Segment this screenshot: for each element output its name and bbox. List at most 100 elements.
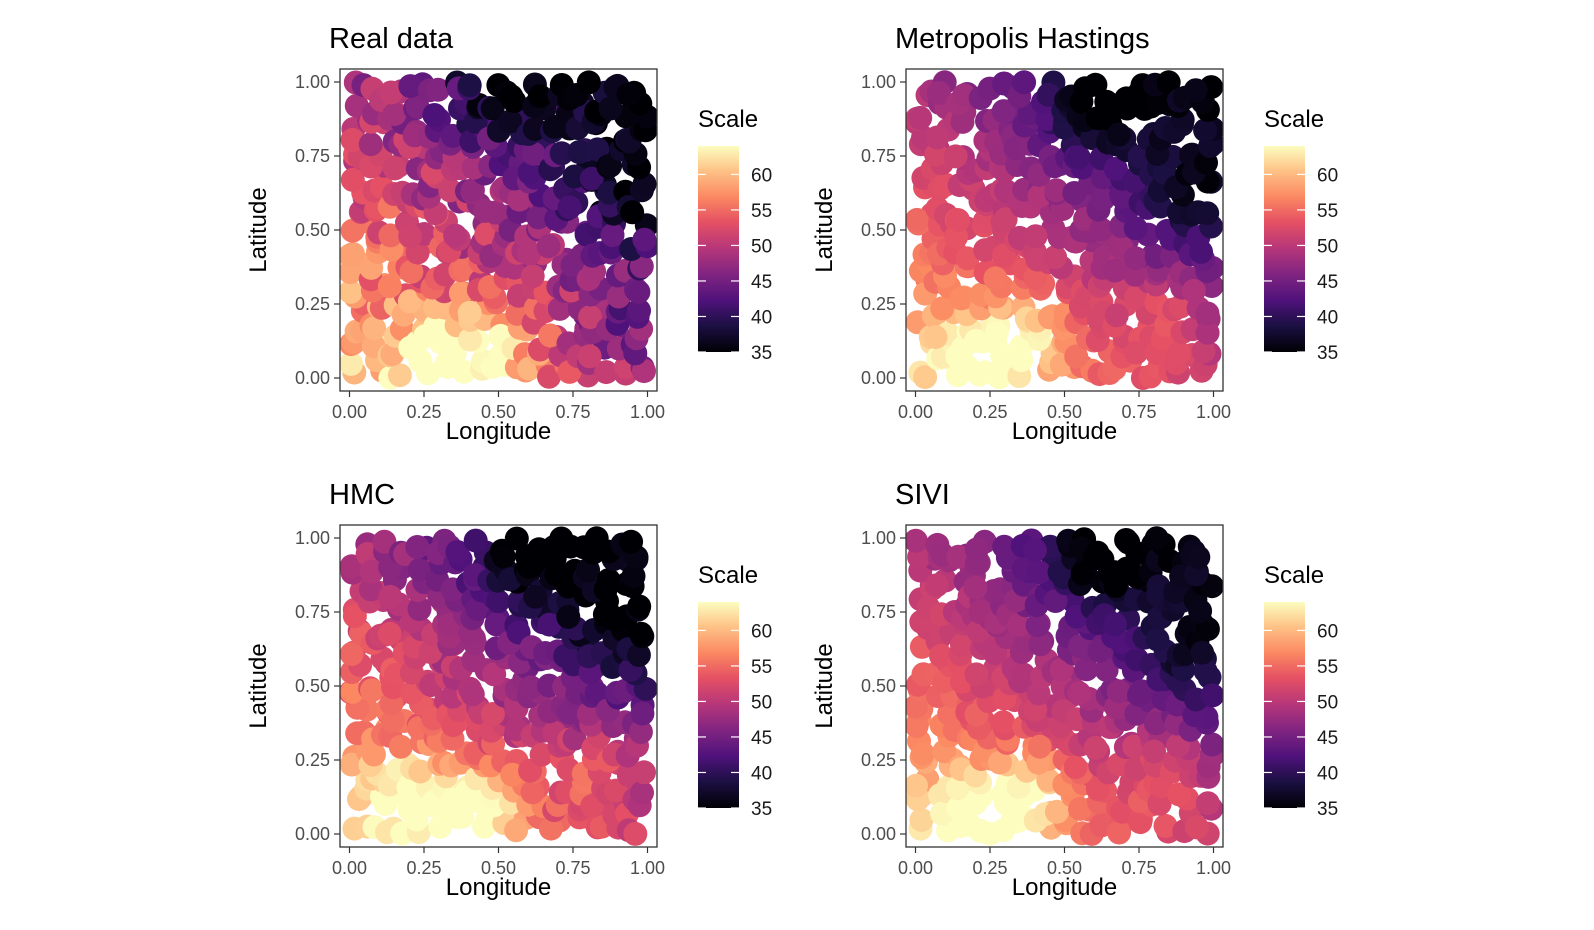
data-point (482, 662, 507, 687)
data-point (1122, 734, 1147, 759)
data-point (621, 564, 646, 589)
data-point (991, 710, 1016, 735)
legend-tick-label: 40 (751, 307, 772, 328)
y-tick-label: 1.00 (295, 528, 330, 548)
data-point (1110, 799, 1135, 824)
legend-tick-label: 40 (751, 763, 772, 784)
x-tick-label: 0.75 (1121, 402, 1156, 422)
legend-tick-label: 55 (751, 201, 772, 222)
legend-title: Scale (1264, 562, 1324, 589)
data-point (1104, 303, 1129, 328)
data-point (946, 208, 970, 233)
data-point (946, 544, 971, 569)
color-legend: Scale 35 40 45 50 55 60 (698, 106, 772, 364)
data-point (517, 554, 541, 579)
data-point (1064, 344, 1089, 369)
data-point (558, 534, 583, 559)
data-point (1026, 560, 1051, 585)
data-point (399, 259, 424, 284)
data-point (1195, 617, 1220, 641)
data-point (537, 364, 561, 389)
data-point (388, 734, 413, 759)
data-point (377, 274, 402, 299)
data-point (1153, 813, 1178, 838)
data-point (983, 266, 1008, 291)
data-point (987, 365, 1012, 390)
data-point (1167, 782, 1192, 807)
data-point (457, 73, 482, 98)
data-point (519, 675, 543, 700)
data-point (377, 621, 402, 646)
data-point (1043, 589, 1068, 613)
data-point (945, 344, 970, 369)
data-point (630, 780, 654, 805)
y-axis-label: Latitude (245, 643, 272, 728)
colorbar (1264, 146, 1305, 352)
data-point (1168, 294, 1193, 319)
data-point (1190, 640, 1215, 665)
data-point (1068, 796, 1092, 821)
data-point (360, 678, 384, 703)
y-tick-label: 0.00 (295, 824, 330, 844)
data-point (616, 82, 641, 107)
x-tick-label: 1.00 (630, 402, 665, 422)
data-point (945, 776, 970, 801)
panel-title: Metropolis Hastings (895, 23, 1150, 55)
data-point (1028, 632, 1053, 657)
data-point (632, 760, 656, 785)
data-point (523, 584, 548, 609)
data-point (445, 540, 470, 564)
data-point (963, 791, 988, 816)
legend-tick-label: 60 (751, 165, 772, 186)
data-point (1005, 802, 1030, 827)
panel-2: Metropolis Hastings 0.00 0.25 0.50 0.75 1.00 0… (811, 23, 1338, 445)
data-point (517, 160, 542, 185)
x-tick-label: 1.00 (1196, 402, 1231, 422)
data-point (984, 321, 1009, 346)
data-point (632, 359, 656, 384)
color-legend: Scale 35 40 45 50 55 60 (698, 562, 772, 820)
y-tick-label: 0.25 (861, 294, 896, 314)
data-point (521, 141, 546, 166)
data-point (906, 528, 928, 553)
x-tick-label: 0.00 (332, 402, 367, 422)
data-point (964, 662, 989, 687)
data-point (556, 604, 581, 629)
data-point (963, 575, 988, 600)
data-point (1181, 278, 1206, 303)
data-point (498, 109, 523, 134)
data-point (423, 314, 448, 339)
data-point (1011, 662, 1036, 687)
legend-tick-label: 45 (1317, 272, 1338, 293)
data-point (378, 223, 403, 248)
data-point (1083, 72, 1108, 97)
data-point (628, 720, 653, 744)
legend-tick-label: 40 (1317, 307, 1338, 328)
panel-4: SIVI 0.00 0.25 0.50 0.75 1.00 0.00 0.25 0.50 0.75… (811, 479, 1338, 901)
data-point (630, 701, 655, 726)
data-point (987, 750, 1012, 775)
data-point (557, 195, 582, 220)
data-point (398, 224, 423, 249)
data-point (526, 205, 551, 230)
x-tick-label: 0.00 (898, 402, 933, 422)
data-point (1200, 683, 1223, 708)
data-point (627, 594, 652, 619)
legend-tick-label: 55 (1317, 201, 1338, 222)
legend-tick-label: 60 (1317, 621, 1338, 642)
data-point (1128, 810, 1153, 835)
data-point (340, 680, 365, 704)
y-tick-label: 0.00 (861, 824, 896, 844)
data-point (908, 105, 933, 130)
data-point (968, 818, 993, 843)
data-point (1193, 118, 1218, 143)
data-point (359, 559, 384, 584)
data-point (1044, 178, 1069, 203)
data-point (619, 529, 644, 554)
data-point (342, 604, 367, 628)
x-tick-label: 0.25 (406, 858, 441, 878)
data-point (1074, 657, 1099, 682)
data-point (598, 96, 623, 121)
legend-title: Scale (698, 562, 758, 589)
y-tick-label: 0.50 (295, 220, 330, 240)
